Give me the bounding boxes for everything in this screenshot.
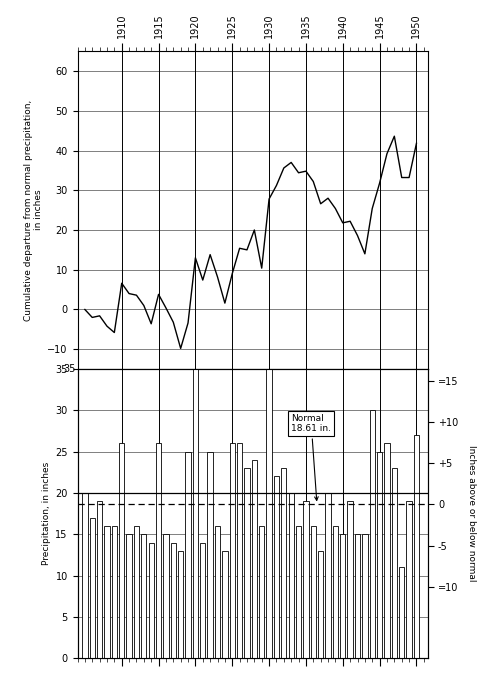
Bar — [304, 501, 308, 658]
Bar — [141, 534, 146, 658]
Bar — [259, 526, 264, 658]
Bar — [399, 567, 404, 658]
Text: Normal
18.61 in.: Normal 18.61 in. — [291, 413, 331, 501]
Bar — [119, 443, 124, 658]
Bar — [97, 501, 102, 658]
Bar — [200, 542, 205, 658]
Bar — [392, 468, 397, 658]
Bar — [348, 501, 353, 658]
Bar — [230, 443, 235, 658]
Bar — [414, 435, 419, 658]
Bar — [126, 534, 132, 658]
Bar — [170, 542, 176, 658]
Bar — [90, 518, 95, 658]
Bar — [318, 551, 324, 658]
Bar — [222, 551, 228, 658]
Bar — [326, 493, 330, 658]
Y-axis label: Precipitation, in inches: Precipitation, in inches — [42, 462, 51, 565]
Bar — [237, 443, 242, 658]
Bar — [288, 493, 294, 658]
Bar — [377, 451, 382, 658]
Bar — [134, 526, 139, 658]
Y-axis label: Inches above or below normal: Inches above or below normal — [467, 445, 476, 582]
Bar — [332, 526, 338, 658]
Bar — [178, 551, 184, 658]
Bar — [186, 451, 190, 658]
Bar — [274, 477, 279, 658]
Bar — [192, 369, 198, 658]
Bar — [148, 542, 154, 658]
Bar — [244, 468, 250, 658]
Bar — [281, 468, 286, 658]
Bar — [355, 534, 360, 658]
Bar — [208, 451, 213, 658]
Bar — [252, 460, 257, 658]
Text: 35: 35 — [63, 364, 76, 374]
Bar — [384, 443, 390, 658]
Bar — [296, 526, 301, 658]
Bar — [370, 411, 375, 658]
Bar — [164, 534, 168, 658]
Bar — [82, 493, 87, 658]
Bar — [156, 443, 161, 658]
Y-axis label: Cumulative departure from normal precipitation,
in inches: Cumulative departure from normal precipi… — [24, 100, 43, 321]
Bar — [340, 534, 345, 658]
Bar — [266, 369, 272, 658]
Bar — [362, 534, 368, 658]
Bar — [112, 526, 117, 658]
Bar — [406, 501, 412, 658]
Bar — [215, 526, 220, 658]
Bar — [310, 526, 316, 658]
Bar — [104, 526, 110, 658]
